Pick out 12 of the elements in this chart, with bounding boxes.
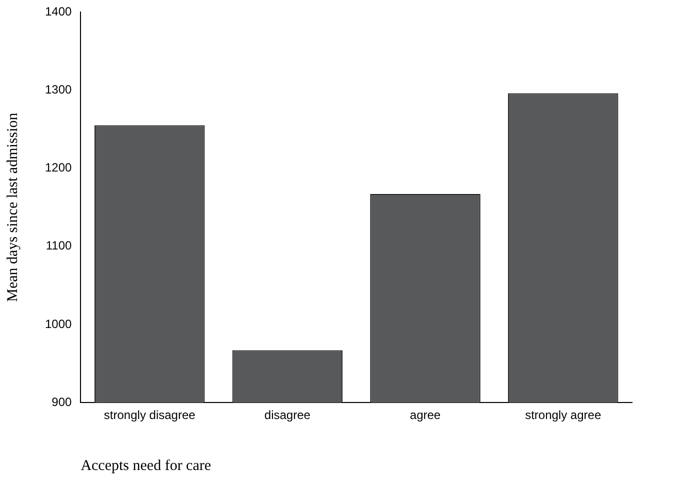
y-tick-label: 1000 [44, 316, 72, 331]
x-axis-title: Accepts need for care [80, 458, 212, 474]
x-tick-label: agree [410, 408, 441, 422]
y-tick-label: 1100 [46, 238, 72, 253]
x-tick-label: strongly disagree [104, 408, 196, 422]
y-axis-title: Mean days since last admission [4, 112, 21, 302]
y-tick-label: 1400 [44, 4, 72, 18]
x-tick-label: disagree [264, 408, 311, 422]
x-tick-label: strongly agree [525, 408, 602, 422]
y-tick-label: 1200 [44, 160, 72, 175]
y-tick-label: 1300 [44, 82, 72, 96]
y-tick-label: 900 [52, 394, 72, 409]
